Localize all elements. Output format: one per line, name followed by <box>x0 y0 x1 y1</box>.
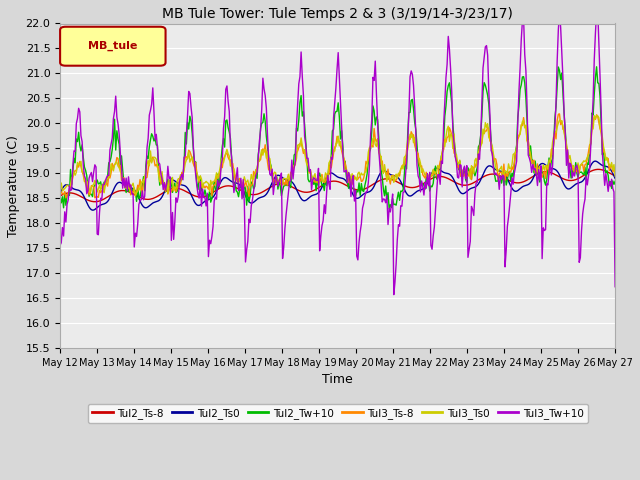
Tul3_Tw+10 <box>367 132 374 137</box>
Tul2_Tw+10 <box>593 64 600 70</box>
Tul3_Ts0 <box>611 173 619 179</box>
Tul3_Ts-8 <box>56 192 64 197</box>
Tul2_Ts0 <box>291 184 299 190</box>
Tul2_Ts-8 <box>56 193 64 199</box>
Line: Tul3_Tw+10: Tul3_Tw+10 <box>60 11 615 295</box>
Tul3_Ts-8 <box>611 166 619 171</box>
Tul3_Ts0 <box>230 166 237 172</box>
Legend: Tul2_Ts-8, Tul2_Ts0, Tul2_Tw+10, Tul3_Ts-8, Tul3_Ts0, Tul3_Tw+10: Tul2_Ts-8, Tul2_Ts0, Tul2_Tw+10, Tul3_Ts… <box>88 404 588 423</box>
Tul2_Ts-8 <box>368 182 376 188</box>
Tul2_Ts-8 <box>230 184 237 190</box>
Tul3_Ts-8 <box>465 170 473 176</box>
Tul2_Ts-8 <box>561 177 569 182</box>
X-axis label: Time: Time <box>322 373 353 386</box>
Tul3_Ts-8 <box>368 143 376 149</box>
Tul3_Tw+10 <box>465 246 473 252</box>
Tul2_Ts0 <box>368 187 376 192</box>
Tul2_Ts-8 <box>595 167 603 172</box>
Tul3_Ts0 <box>593 113 600 119</box>
Tul2_Tw+10 <box>465 168 473 173</box>
Title: MB Tule Tower: Tule Temps 2 & 3 (3/19/14-3/23/17): MB Tule Tower: Tule Temps 2 & 3 (3/19/14… <box>162 7 513 21</box>
Tul3_Ts-8 <box>62 195 70 201</box>
Tul2_Tw+10 <box>561 128 569 133</box>
Tul3_Tw+10 <box>594 8 602 13</box>
Line: Tul2_Ts-8: Tul2_Ts-8 <box>60 169 615 202</box>
Tul3_Ts-8 <box>230 168 237 174</box>
Tul3_Ts-8 <box>395 171 403 177</box>
Tul2_Ts-8 <box>465 182 473 188</box>
Tul2_Ts-8 <box>291 186 299 192</box>
Tul2_Tw+10 <box>385 206 393 212</box>
Tul2_Ts-8 <box>91 199 99 204</box>
Tul3_Ts0 <box>368 141 376 147</box>
Tul3_Tw+10 <box>229 173 237 179</box>
Y-axis label: Temperature (C): Temperature (C) <box>7 135 20 237</box>
Line: Tul2_Ts0: Tul2_Ts0 <box>60 161 615 210</box>
FancyBboxPatch shape <box>60 27 166 66</box>
Tul3_Tw+10 <box>561 131 569 137</box>
Tul3_Ts0 <box>465 170 473 176</box>
Tul2_Tw+10 <box>291 152 298 158</box>
Line: Tul3_Ts0: Tul3_Ts0 <box>60 116 615 195</box>
Tul2_Ts0 <box>611 176 619 181</box>
Tul2_Ts0 <box>465 187 473 192</box>
Tul3_Tw+10 <box>611 284 619 289</box>
Tul2_Ts-8 <box>395 180 403 185</box>
Tul3_Ts0 <box>132 192 140 198</box>
Tul2_Ts-8 <box>611 173 619 179</box>
Tul3_Ts-8 <box>556 111 563 117</box>
Tul3_Ts-8 <box>563 147 570 153</box>
Tul3_Ts0 <box>291 159 299 165</box>
Tul2_Ts0 <box>591 158 599 164</box>
Tul2_Tw+10 <box>56 193 64 199</box>
Tul3_Tw+10 <box>56 242 64 248</box>
Tul2_Ts0 <box>230 180 237 185</box>
Tul3_Ts0 <box>56 188 64 193</box>
Line: Tul3_Ts-8: Tul3_Ts-8 <box>60 114 615 198</box>
Tul3_Tw+10 <box>395 222 403 228</box>
Tul2_Tw+10 <box>229 171 237 177</box>
Tul3_Tw+10 <box>291 165 298 171</box>
Tul3_Tw+10 <box>390 292 397 298</box>
Tul2_Tw+10 <box>367 146 374 152</box>
Line: Tul2_Tw+10: Tul2_Tw+10 <box>60 67 615 209</box>
Tul3_Ts0 <box>395 170 403 176</box>
Tul2_Tw+10 <box>611 179 619 184</box>
Tul2_Ts0 <box>561 184 569 190</box>
Tul3_Ts0 <box>561 135 569 141</box>
Tul3_Ts-8 <box>291 162 299 168</box>
Tul2_Ts0 <box>89 207 97 213</box>
Tul2_Ts0 <box>395 175 403 181</box>
Text: MB_tule: MB_tule <box>88 40 138 51</box>
Tul2_Tw+10 <box>395 189 403 195</box>
Tul2_Ts0 <box>56 191 64 196</box>
